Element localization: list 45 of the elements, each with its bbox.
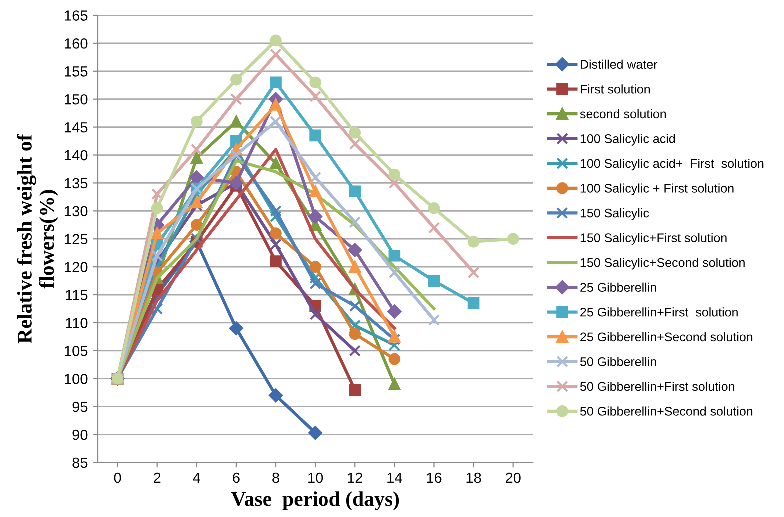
legend-label: First solution: [580, 84, 650, 94]
y-tick-label: 120: [65, 262, 88, 272]
y-tick-label: 165: [65, 10, 88, 21]
x-tick-label: 16: [427, 472, 442, 484]
x-tick-label: 20: [506, 472, 521, 484]
legend-label: 50 Gibberellin+Second solution: [580, 406, 753, 416]
y-tick-label: 85: [72, 458, 88, 468]
legend-label: 100 Salicylic acid+ First solution: [580, 158, 764, 171]
x-tick-label: 0: [114, 472, 122, 484]
y-tick-label: 145: [65, 122, 88, 133]
y-tick-label: 90: [72, 430, 88, 440]
x-tick-label: 8: [272, 472, 280, 484]
x-tick-label: 12: [348, 472, 362, 484]
legend-label: 150 Salicylic+Second solution: [580, 258, 745, 270]
x-tick-label: 10: [308, 472, 324, 484]
y-tick-label: 140: [65, 150, 88, 161]
y-tick-label: 110: [66, 318, 88, 328]
legend-label: 50 Gibberellin: [580, 357, 656, 366]
x-tick-label: 2: [154, 472, 161, 484]
legend-label: Distilled water: [580, 60, 658, 70]
x-tick-label: 4: [193, 472, 201, 484]
legend-label: second solution: [580, 109, 666, 119]
y-tick-label: 155: [65, 66, 88, 77]
legend-label: 100 Salicylic acid: [580, 134, 676, 146]
y-tick-label: 150: [65, 94, 88, 105]
y-tick-label: 115: [66, 290, 88, 300]
y-tick-label: 135: [65, 178, 88, 189]
legend-label: 50 Gibberellin+First solution: [580, 382, 734, 392]
x-tick-label: 14: [388, 472, 402, 484]
x-tick-label: 6: [233, 472, 240, 484]
y-tick-label: 105: [65, 346, 88, 356]
y-tick-label: 100: [65, 374, 88, 384]
y-tick-label: 130: [65, 206, 88, 217]
legend-label: 25 Gibberellin: [580, 282, 656, 292]
legend-label: 25 Gibberellin+Second solution: [580, 332, 753, 342]
legend-label: 100 Salicylic + First solution: [580, 184, 734, 196]
y-axis-title: Relative fresh weight of flowers(%): [17, 134, 58, 344]
x-axis-title: Vase period (days): [231, 492, 400, 511]
legend-label: 150 Salicylic: [580, 208, 650, 220]
legend-label: 150 Salicylic+First solution: [580, 233, 727, 245]
y-tick-label: 95: [72, 402, 88, 412]
x-tick-label: 18: [466, 472, 482, 484]
y-tick-label: 125: [65, 234, 88, 245]
legend-label: 25 Gibberellin+First solution: [580, 308, 738, 317]
y-tick-label: 160: [65, 38, 88, 49]
